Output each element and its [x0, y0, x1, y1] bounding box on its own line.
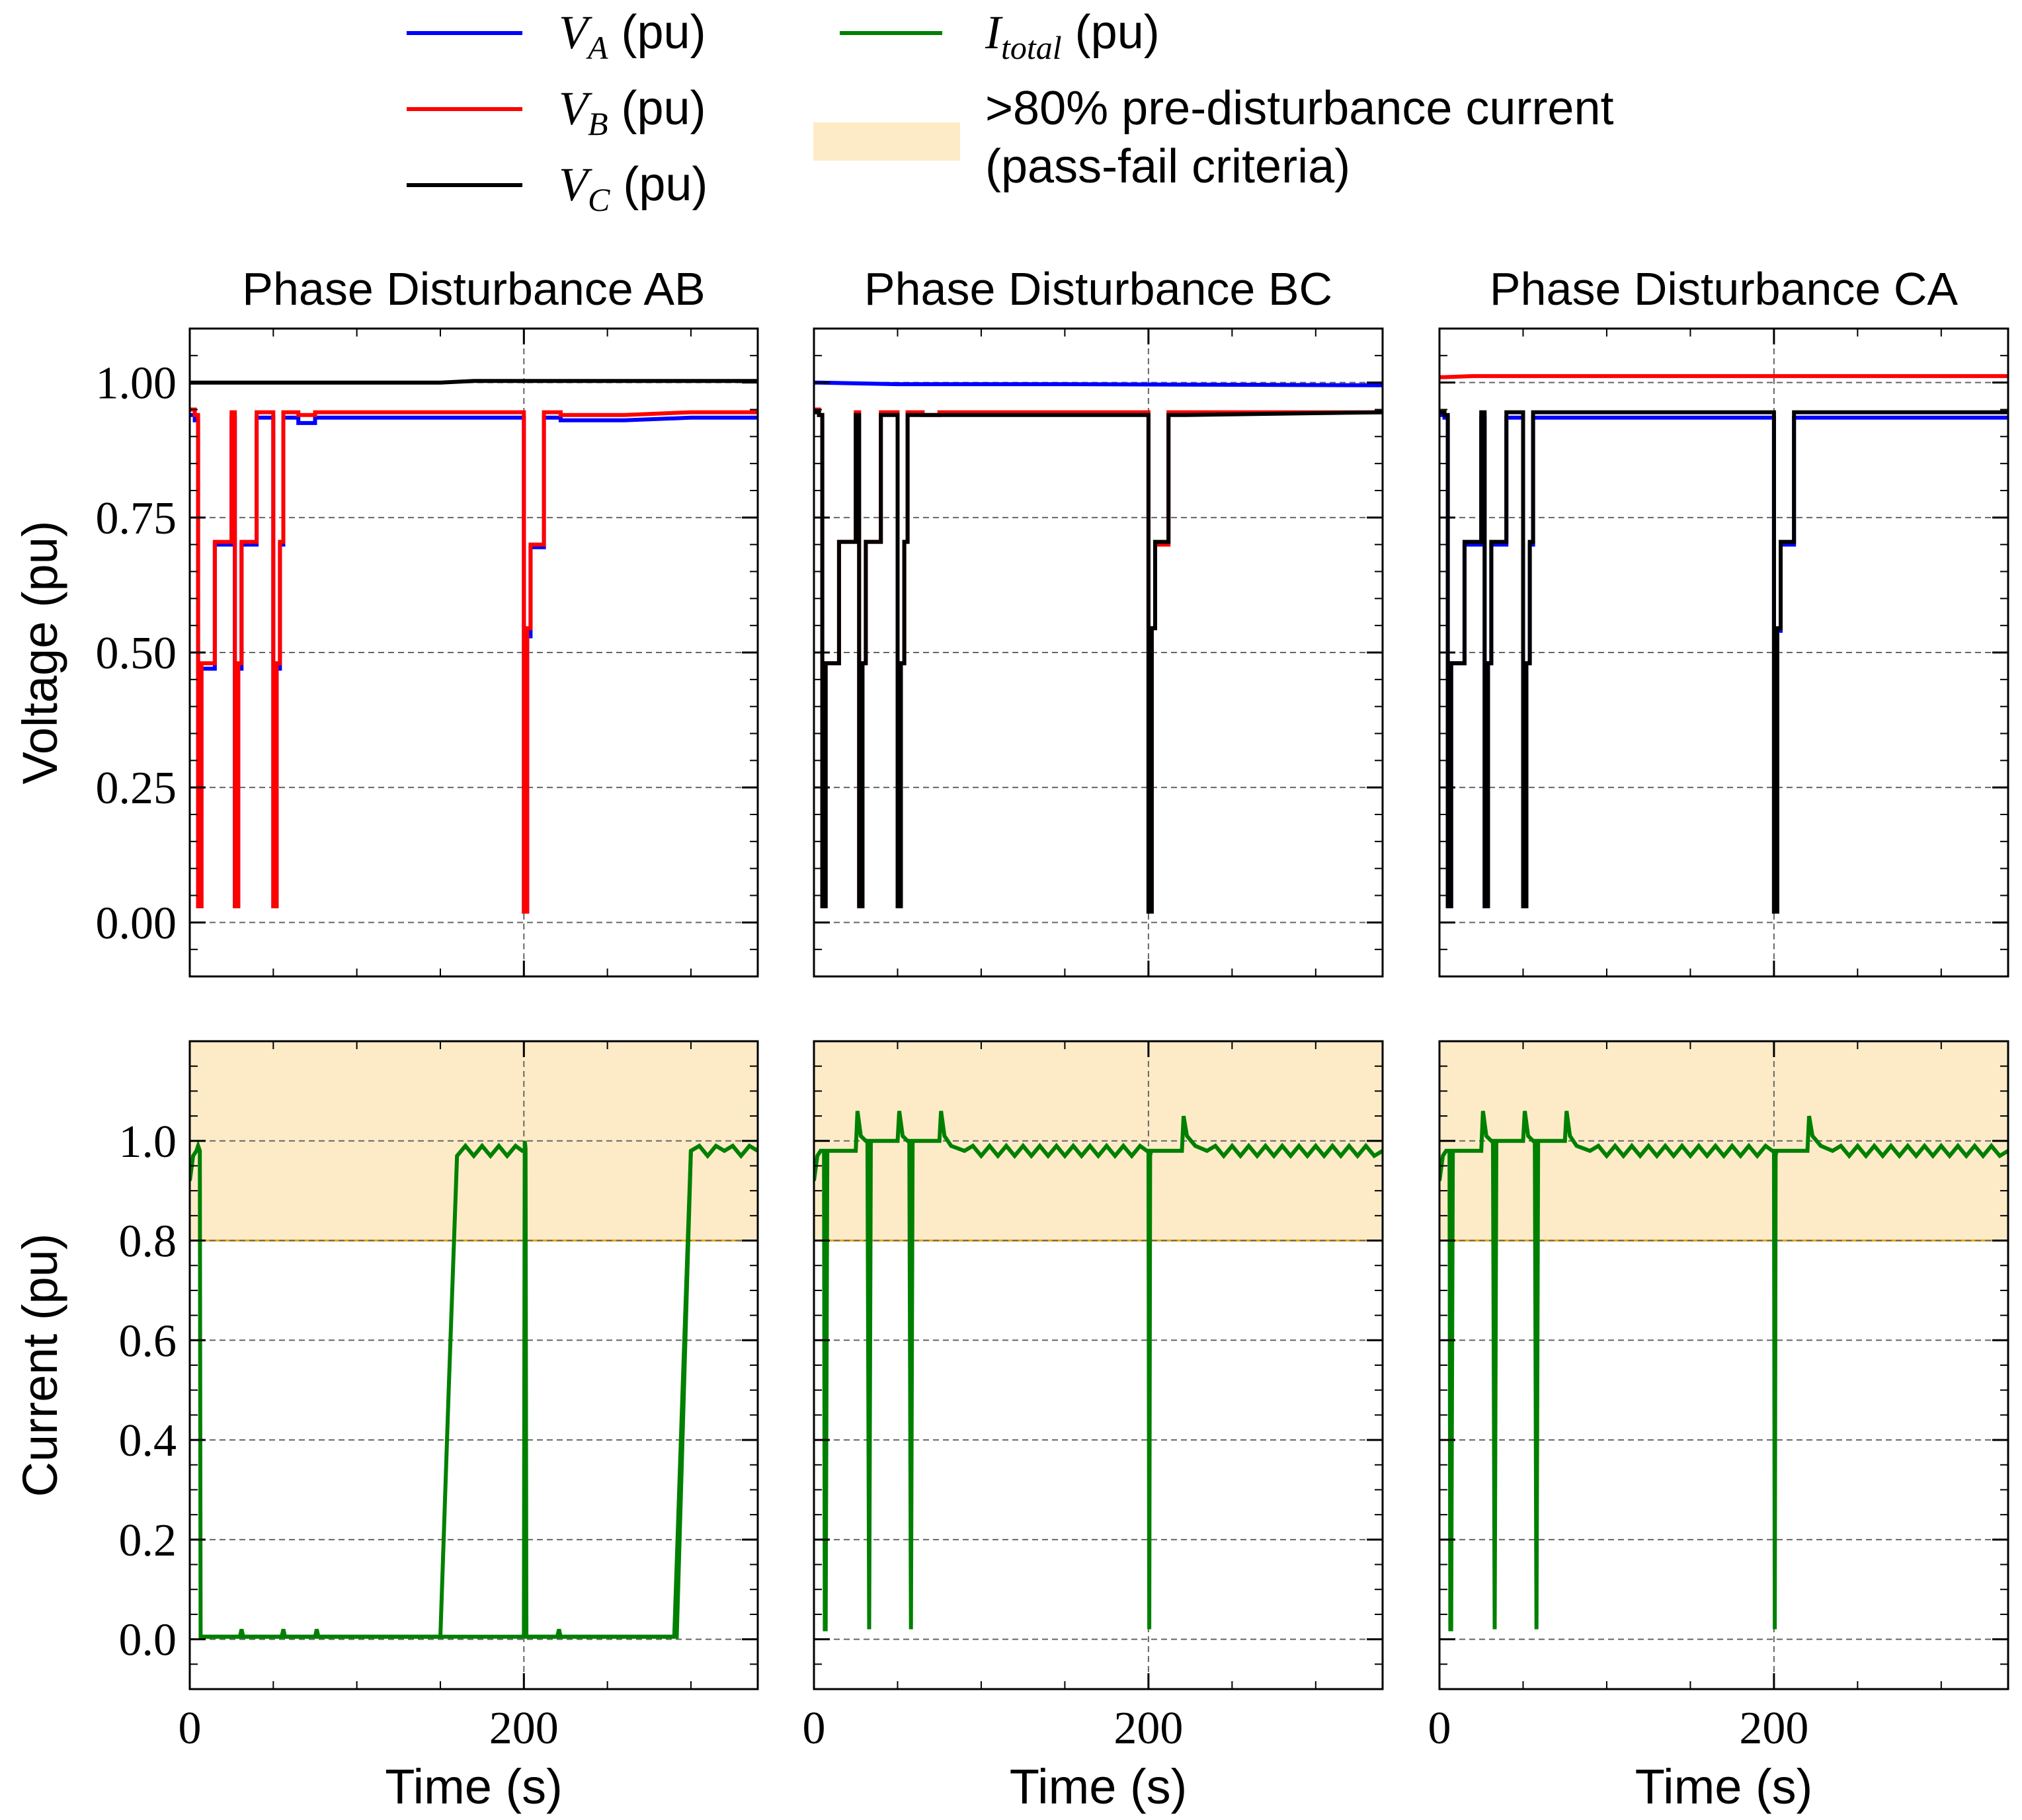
series-line-vc — [1439, 410, 2008, 914]
series-line-itotal — [814, 1111, 1383, 1632]
chart-panel-voltage-2: Phase Disturbance BC — [813, 263, 1384, 978]
y-tick-label: 0.75 — [96, 493, 177, 544]
series-line-itotal-rise2 — [526, 1628, 674, 1639]
y-axis-label: Current (pu) — [13, 1234, 67, 1497]
x-axis-label: Time (s) — [1010, 1759, 1188, 1814]
legend: VA (pu) VB (pu) VC (pu) Itotal (pu) >80% pre… — [407, 6, 1614, 218]
x-tick-label: 200 — [489, 1703, 559, 1754]
chart-panel-voltage-3: Phase Disturbance CA — [1438, 263, 2009, 978]
y-tick-label: 0.25 — [96, 763, 177, 814]
series-line-itotal — [1439, 1111, 2008, 1632]
x-tick-label: 0 — [803, 1703, 826, 1754]
y-axis-label: Voltage (pu) — [13, 520, 67, 784]
series-line-vb — [190, 407, 758, 914]
series-line-vb — [1439, 374, 2008, 379]
legend-label: VA (pu) — [559, 6, 706, 66]
y-tick-label: 0.0 — [119, 1615, 177, 1666]
series-line-vc — [190, 379, 758, 385]
legend-label: VB (pu) — [559, 82, 706, 142]
legend-band-label-line2: (pass-fail criteria) — [985, 140, 1350, 193]
x-tick-label: 200 — [1113, 1703, 1183, 1754]
y-tick-label: 0.50 — [96, 628, 177, 679]
y-tick-label: 1.0 — [119, 1117, 177, 1167]
series-line-vc — [814, 410, 1383, 914]
legend-entry-v-c: VC (pu) — [407, 158, 708, 218]
x-axis-label: Time (s) — [1635, 1759, 1813, 1814]
y-tick-label: 0.6 — [119, 1316, 177, 1366]
y-tick-label: 0.00 — [96, 898, 177, 949]
legend-entry-i-total: Itotal (pu) — [840, 6, 1160, 66]
y-tick-label: 1.00 — [96, 358, 177, 409]
x-tick-label: 0 — [179, 1703, 202, 1754]
chart-title: Phase Disturbance AB — [242, 263, 705, 315]
y-tick-label: 0.2 — [119, 1515, 177, 1566]
legend-band-swatch — [813, 122, 960, 161]
legend-band-label-line1: >80% pre-disturbance current — [985, 82, 1614, 135]
y-tick-label: 0.8 — [119, 1216, 177, 1267]
y-tick-label: 0.4 — [119, 1415, 177, 1466]
x-axis-label: Time (s) — [385, 1759, 563, 1814]
legend-entry-pass-fail-band: >80% pre-disturbance current(pass-fail c… — [813, 82, 1614, 193]
x-tick-label: 200 — [1739, 1703, 1808, 1754]
legend-label: VC (pu) — [559, 158, 708, 218]
chart-title: Phase Disturbance BC — [864, 263, 1332, 315]
chart-title: Phase Disturbance CA — [1490, 263, 1958, 315]
x-tick-label: 0 — [1428, 1703, 1451, 1754]
series-line-itotal-rise2b — [672, 1150, 693, 1637]
legend-entry-v-a: VA (pu) — [407, 6, 706, 66]
series-line-va — [814, 380, 1383, 387]
series-line-itotal-rise1 — [201, 1142, 524, 1639]
chart-panel-voltage-1: 0.00 0.25 0.50 0.75 1.00 Phase Disturbance AB… — [13, 263, 759, 978]
legend-entry-v-b: VB (pu) — [407, 82, 706, 142]
legend-label: Itotal (pu) — [985, 6, 1160, 66]
